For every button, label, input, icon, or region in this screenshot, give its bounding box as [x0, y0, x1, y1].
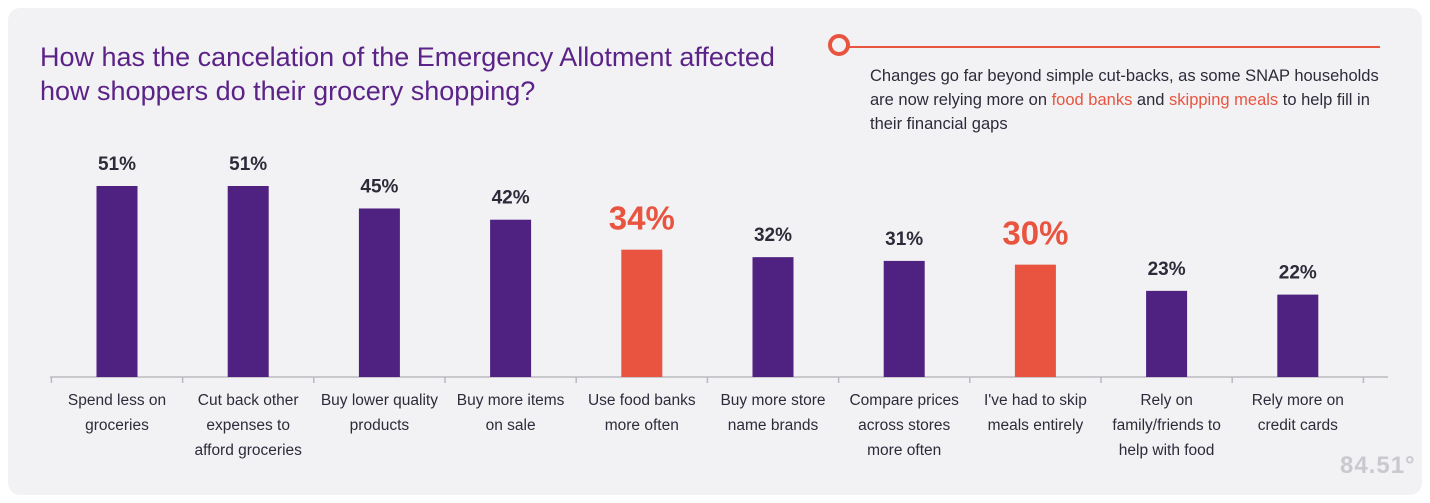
category-label-line: groceries — [85, 417, 149, 434]
category-label-3: Buy lower quality products — [321, 392, 438, 434]
category-label-2: Cut back other expenses to afford grocerie… — [194, 392, 302, 459]
bar-7 — [883, 260, 925, 377]
callout-text-after: to help fill in their financial gaps — [870, 91, 1370, 133]
category-label-10: Rely more on credit cards — [1252, 392, 1344, 434]
category-label-line: help with food — [1119, 442, 1215, 459]
category-label-line: meals entirely — [988, 417, 1084, 434]
category-label-line: Rely more on — [1252, 392, 1344, 409]
data-label-7: 31% — [885, 229, 923, 250]
data-label-2: 51% — [229, 154, 267, 175]
category-label-line: family/friends to — [1112, 417, 1221, 434]
bar-5 — [621, 249, 663, 377]
callout-text-before: Changes go far beyond simple cut-backs, … — [870, 67, 1379, 109]
category-label-8: I've had to skip meals entirely — [984, 392, 1087, 434]
bar-4 — [490, 219, 532, 377]
bar-10 — [1277, 294, 1319, 377]
category-label-line: Spend less on — [68, 392, 166, 409]
category-label-line: expenses to — [206, 417, 290, 434]
callout-line — [846, 46, 1380, 48]
category-label-line: Buy more items — [457, 392, 565, 409]
category-label-line: across stores — [858, 417, 950, 434]
category-label-1: Spend less on groceries — [68, 392, 166, 434]
data-label-8: 30% — [1002, 215, 1068, 252]
callout-circle-icon — [828, 34, 850, 56]
category-label-6: Buy more store name brands — [720, 392, 825, 434]
category-label-line: afford groceries — [194, 442, 302, 459]
category-label-line: I've had to skip — [984, 392, 1087, 409]
bar-9 — [1146, 290, 1188, 377]
category-label-line: Use food banks — [588, 392, 696, 409]
data-label-9: 23% — [1148, 259, 1186, 280]
data-label-5: 34% — [609, 200, 675, 237]
category-label-line: Cut back other — [198, 392, 299, 409]
category-label-line: Compare prices — [849, 392, 959, 409]
callout-text-middle: and — [1132, 91, 1170, 109]
data-label-1: 51% — [98, 154, 136, 175]
category-label-line: name brands — [728, 417, 819, 434]
bar-2 — [227, 186, 269, 377]
chart-title: How has the cancelation of the Emergency… — [40, 42, 775, 106]
category-label-line: Buy lower quality — [321, 392, 438, 409]
category-label-4: Buy more items on sale — [457, 392, 565, 434]
callout-text: Changes go far beyond simple cut-backs, … — [870, 64, 1390, 136]
data-label-10: 22% — [1279, 263, 1317, 284]
bar-1 — [96, 186, 138, 377]
category-label-line: Buy more store — [720, 392, 825, 409]
bar-6 — [752, 257, 794, 377]
data-label-3: 45% — [360, 176, 398, 197]
callout-highlight-food-banks: food banks — [1051, 91, 1133, 109]
category-label-9: Rely on family/friends to help with food — [1112, 392, 1221, 459]
bar-8 — [1014, 264, 1056, 377]
category-label-line: products — [350, 417, 410, 434]
category-label-line: more often — [867, 442, 941, 459]
category-label-line: on sale — [486, 417, 536, 434]
bar-3 — [358, 208, 400, 377]
category-label-5: Use food banks more often — [588, 392, 696, 434]
data-label-4: 42% — [492, 188, 530, 209]
category-label-line: credit cards — [1258, 417, 1338, 434]
category-label-line: Rely on — [1140, 392, 1193, 409]
category-label-7: Compare prices across stores more often — [849, 392, 959, 459]
brand-logo: 84.51° — [1340, 452, 1416, 479]
data-label-6: 32% — [754, 225, 792, 246]
category-label-line: more often — [605, 417, 679, 434]
callout-highlight-skipping-meals: skipping meals — [1169, 91, 1279, 109]
